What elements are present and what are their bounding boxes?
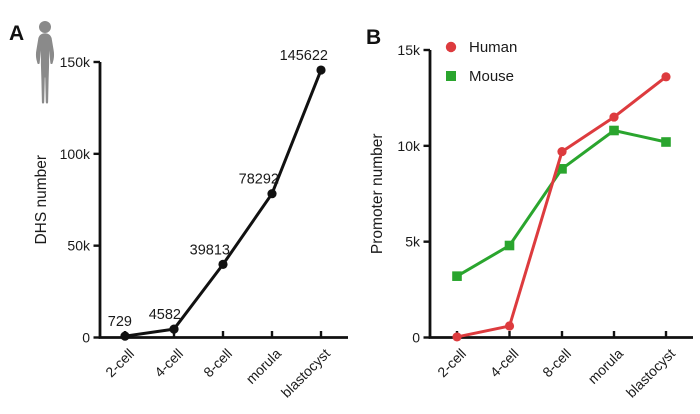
axis-lines	[428, 50, 693, 339]
data-point-dhs	[316, 65, 326, 75]
data-point-dhs	[169, 324, 179, 334]
data-point-mouse	[557, 164, 567, 174]
data-point-human	[504, 321, 515, 331]
series-line-dhs	[124, 69, 323, 338]
point-value-label: 729	[108, 314, 132, 330]
y-tick-label: 100k	[60, 146, 91, 162]
data-point-human	[661, 72, 671, 82]
x-tick-label: 8-cell	[200, 345, 235, 380]
axis-lines	[98, 62, 348, 339]
panel-a-label: A	[9, 22, 25, 45]
x-tick-label: blastocyst	[278, 345, 333, 400]
point-value-label: 39813	[190, 242, 230, 258]
y-axis-title: DHS number	[33, 155, 50, 245]
x-tick-label: 4-cell	[487, 345, 522, 380]
data-point-human	[452, 332, 462, 342]
data-point-dhs	[218, 259, 228, 269]
data-point-mouse	[452, 271, 462, 281]
x-tick-label: 8-cell	[539, 345, 574, 380]
series-line-human	[456, 75, 667, 339]
x-tick-label: blastocyst	[623, 345, 678, 400]
y-tick-label: 15k	[397, 42, 421, 58]
y-tick-label: 5k	[405, 234, 421, 250]
x-tick-label: morula	[585, 345, 627, 387]
data-point-mouse	[661, 137, 671, 147]
panel-a-chart: 0 50k 100k 150k 2-cell 4-cell 8-cell morulablas…	[33, 48, 348, 401]
legend-label-mouse: Mouse	[469, 68, 514, 85]
point-value-label: 4582	[149, 307, 181, 323]
legend-marker-human	[445, 41, 457, 53]
legend-marker-mouse	[446, 71, 456, 81]
point-value-label: 145622	[280, 48, 328, 64]
human-silhouette-icon	[35, 21, 55, 104]
legend-label-human: Human	[469, 39, 517, 56]
y-tick-label: 0	[82, 330, 90, 346]
x-tick-label: 4-cell	[151, 345, 186, 380]
y-tick-label: 0	[412, 330, 420, 346]
x-tick-label: morula	[243, 345, 285, 387]
data-point-mouse	[609, 125, 619, 136]
y-axis-title: Promoter number	[369, 133, 386, 254]
y-tick-label: 50k	[67, 238, 91, 254]
point-value-label: 78292	[239, 172, 279, 188]
y-tick-label: 10k	[397, 138, 421, 154]
panel-b-chart: 0 5k 10k 15k 2-cell 4-cell 8-cell morulablastoc…	[369, 39, 693, 401]
panel-b-label: B	[366, 26, 382, 49]
data-point-dhs	[267, 189, 277, 199]
data-point-human	[557, 146, 567, 157]
data-point-mouse	[504, 240, 515, 251]
y-tick-label: 150k	[60, 54, 91, 70]
x-tick-label: 2-cell	[434, 345, 469, 380]
x-tick-label: 2-cell	[102, 345, 137, 380]
data-point-human	[609, 112, 619, 122]
data-point-dhs	[120, 331, 130, 341]
